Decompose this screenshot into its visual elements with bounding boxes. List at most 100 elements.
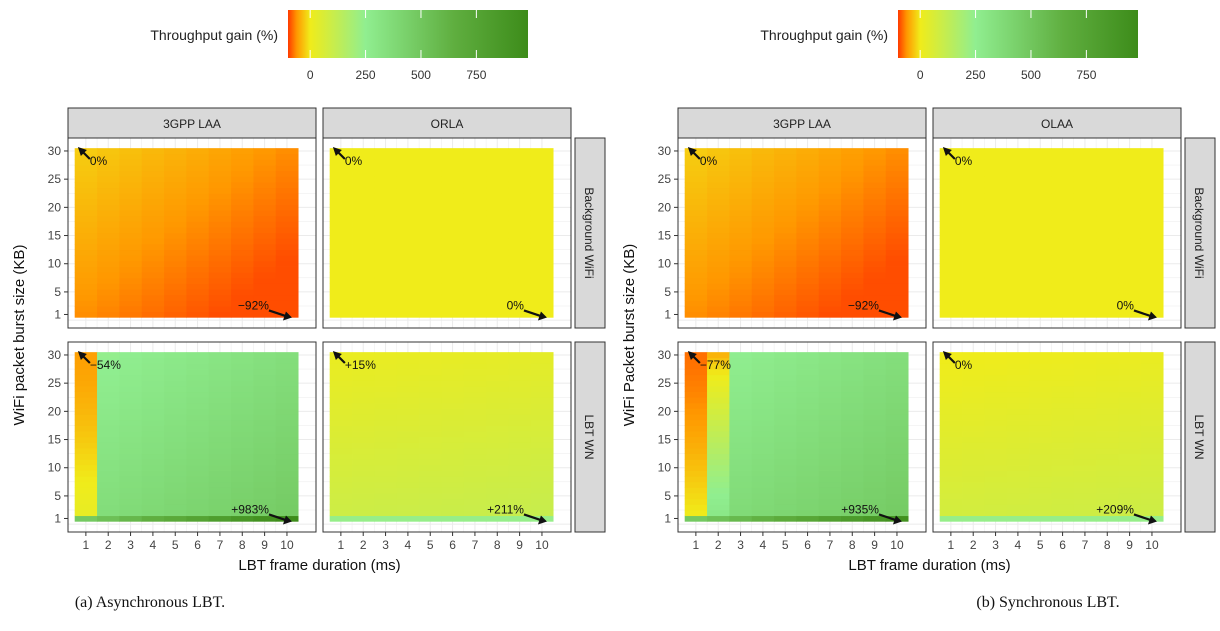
heatmap-cell [141, 498, 165, 505]
annotation-label: 0% [700, 154, 718, 168]
heatmap-cell [1118, 414, 1142, 421]
heatmap-cell [275, 198, 299, 205]
heatmap-cell [186, 369, 210, 376]
heatmap-cell [863, 397, 887, 404]
heatmap-cell [141, 227, 165, 234]
heatmap-cell [463, 374, 487, 381]
heatmap-cell [818, 215, 842, 222]
x-tick-label: 10 [535, 538, 549, 552]
heatmap-cell [684, 300, 708, 307]
heatmap-cell [231, 425, 254, 432]
annotation-label: 0% [507, 298, 525, 312]
heatmap-cell [253, 374, 277, 381]
heatmap-cell [729, 459, 753, 466]
heatmap-cell [441, 374, 465, 381]
heatmap-cell [1096, 408, 1119, 415]
heatmap-cell [486, 198, 509, 205]
heatmap-cell [231, 165, 254, 172]
heatmap-cell [463, 311, 487, 318]
heatmap-cell [885, 255, 909, 262]
heatmap-cell [486, 277, 509, 284]
heatmap-cell [186, 204, 210, 211]
heatmap-cell [275, 255, 299, 262]
heatmap-cell [329, 481, 353, 488]
row-strip-label: LBT WN [1192, 414, 1206, 459]
heatmap-cell [164, 487, 187, 494]
heatmap-cell [1006, 193, 1030, 200]
heatmap-cell [1051, 374, 1075, 381]
heatmap-cell [684, 510, 708, 517]
heatmap-cell [530, 363, 554, 370]
heatmap-cell [530, 470, 554, 477]
heatmap-cell [186, 374, 210, 381]
heatmap-cell [774, 198, 797, 205]
heatmap-cell [1029, 374, 1052, 381]
heatmap-cell [1073, 249, 1097, 256]
heatmap-cell [1051, 227, 1075, 234]
heatmap-cell [441, 300, 465, 307]
heatmap-cell [885, 221, 909, 228]
heatmap-cell [486, 283, 509, 290]
heatmap-cell [231, 453, 254, 460]
heatmap-cell [796, 300, 820, 307]
heatmap-cell [253, 272, 277, 279]
heatmap-cell [508, 255, 532, 262]
heatmap-cell [863, 204, 887, 211]
heatmap-cell [352, 453, 375, 460]
heatmap-cell [97, 311, 120, 318]
heatmap-cell [774, 159, 797, 166]
heatmap-cell [1096, 425, 1119, 432]
heatmap-cell [374, 498, 398, 505]
heatmap-cell [486, 260, 509, 267]
heatmap-cell [208, 459, 232, 466]
heatmap-cell [396, 289, 420, 296]
heatmap-cell [231, 300, 254, 307]
heatmap-cell [329, 414, 353, 421]
heatmap-cell [1073, 470, 1097, 477]
heatmap-cell [1140, 210, 1164, 217]
heatmap-cell [1118, 277, 1142, 284]
heatmap-cell [841, 238, 864, 245]
heatmap-cell [684, 487, 708, 494]
heatmap-cell [97, 493, 120, 500]
heatmap-cell [707, 374, 730, 381]
heatmap-cell [419, 215, 442, 222]
heatmap-cell [774, 266, 797, 273]
heatmap-cell [684, 227, 708, 234]
heatmap-cell [141, 311, 165, 318]
heatmap-cell [97, 232, 120, 239]
heatmap-cell [729, 380, 753, 387]
heatmap-cell [1096, 510, 1119, 517]
heatmap-cell [119, 193, 143, 200]
annotation-arrow-line [523, 309, 543, 318]
heatmap-cell [1118, 408, 1142, 415]
heatmap-cell [863, 249, 887, 256]
heatmap-cell [707, 221, 730, 228]
heatmap-cell [419, 266, 442, 273]
heatmap-cell [707, 300, 730, 307]
heatmap-cell [374, 487, 398, 494]
heatmap-cell [141, 374, 165, 381]
heatmap-cell [707, 311, 730, 318]
heatmap-cell [119, 204, 143, 211]
heatmap-cell [684, 198, 708, 205]
heatmap-cell [684, 221, 708, 228]
legend-title: Throughput gain (%) [760, 27, 888, 43]
heatmap-cell [463, 294, 487, 301]
heatmap-cell [374, 255, 398, 262]
heatmap-cell [939, 402, 963, 409]
heatmap-cell [119, 369, 143, 376]
heatmap-cell [1029, 272, 1052, 279]
heatmap-cell [818, 306, 842, 313]
heatmap-cell [419, 272, 442, 279]
heatmap-cell [164, 283, 187, 290]
heatmap-cell [1029, 453, 1052, 460]
heatmap-cell [729, 515, 753, 522]
heatmap-cell [508, 215, 532, 222]
heatmap-cell [707, 436, 730, 443]
heatmap-cell [1140, 481, 1164, 488]
heatmap-cell [396, 210, 420, 217]
heatmap-cell [863, 380, 887, 387]
heatmap-cell [885, 159, 909, 166]
